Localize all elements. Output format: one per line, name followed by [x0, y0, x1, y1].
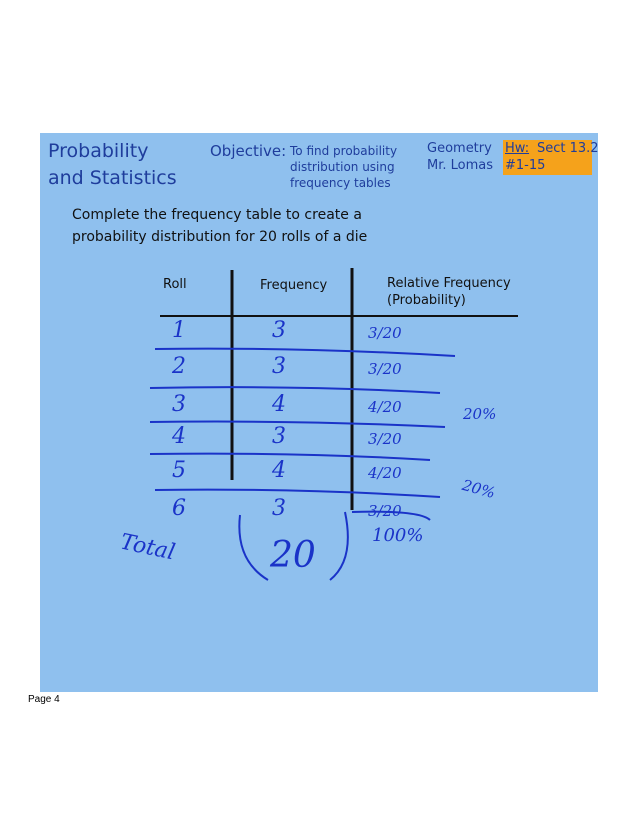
table-cell: 3/20: [368, 360, 402, 378]
title: and Statistics: [48, 167, 177, 189]
table-cell: 3: [272, 354, 286, 379]
hw-text: Sect 13.2: [537, 141, 599, 156]
objective-text: To find probability: [290, 144, 398, 158]
total-value: 20: [270, 535, 316, 576]
table-cell: 4: [272, 458, 286, 483]
table-cell: 3/20: [368, 324, 402, 342]
table-cell: 6: [172, 496, 186, 521]
teacher: Mr. Lomas: [427, 158, 494, 173]
column-header: Relative Frequency: [387, 276, 511, 291]
homework-box: [503, 140, 592, 175]
course: Geometry: [427, 141, 492, 156]
table-cell: 1: [172, 318, 186, 343]
table-cell: 2: [172, 354, 186, 379]
table-cell: 4/20: [368, 398, 402, 416]
instructions: Complete the frequency table to create a: [72, 207, 362, 223]
column-header: Roll: [163, 277, 187, 292]
column-header: (Probability): [387, 293, 466, 308]
column-header: Frequency: [260, 278, 328, 293]
hw-problems: #1-15: [505, 158, 546, 173]
whiteboard: [40, 133, 598, 692]
table-cell: 4: [272, 392, 286, 417]
total-percent: 100%: [372, 525, 424, 546]
instructions: probability distribution for 20 rolls of…: [72, 229, 368, 245]
title: Probability: [48, 140, 149, 162]
hw-label: Hw:: [505, 141, 530, 156]
table-cell: 5: [172, 458, 186, 483]
table-cell: 3: [272, 318, 286, 343]
objective-text: distribution using: [290, 160, 395, 174]
page-number: Page 4: [28, 694, 60, 705]
table-cell: 3/20: [368, 502, 402, 520]
objective-text: frequency tables: [290, 176, 391, 190]
table-cell: 3/20: [368, 430, 402, 448]
table-cell: 3: [172, 392, 186, 417]
note: 20%: [463, 405, 497, 423]
table-cell: 4/20: [368, 464, 402, 482]
objective-label: Objective:: [210, 142, 287, 160]
table-cell: 4: [172, 424, 186, 449]
table-cell: 3: [272, 496, 286, 521]
table-cell: 3: [272, 424, 286, 449]
